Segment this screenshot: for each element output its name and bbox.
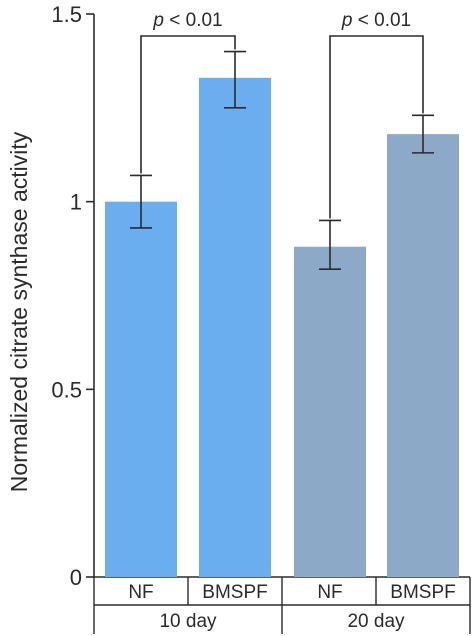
p-value: < 0.01: [164, 10, 223, 31]
p-value: < 0.01: [352, 10, 411, 31]
significance-label: p < 0.01: [341, 10, 411, 31]
group-label: 20 day: [347, 611, 405, 632]
y-tick-label: 1: [70, 190, 82, 215]
significance-bracket: [140, 35, 236, 174]
bar: [294, 246, 366, 577]
bars: [105, 50, 459, 577]
group-label: 10 day: [159, 611, 217, 632]
y-axis-label: Normalized citrate synthase activity: [6, 131, 32, 492]
p-symbol: p: [152, 10, 164, 31]
category-label: NF: [128, 582, 153, 603]
y-tick-label: 0: [70, 565, 82, 590]
category-label: BMSPF: [202, 582, 267, 603]
significance-brackets: p < 0.01 p < 0.01: [140, 10, 424, 219]
labels: 0 0.5 1 1.5 NF BMSPF NF BMSPF 10 day 20 day: [51, 2, 455, 632]
p-symbol: p: [341, 10, 353, 31]
significance-bracket: [329, 35, 424, 219]
category-label: BMSPF: [390, 582, 455, 603]
y-tick-label: 0.5: [51, 377, 82, 402]
bar: [199, 77, 271, 577]
bar: [105, 201, 177, 577]
bar: [387, 134, 459, 577]
category-label: NF: [317, 582, 342, 603]
significance-label: p < 0.01: [152, 10, 222, 31]
y-tick-label: 1.5: [51, 2, 82, 27]
